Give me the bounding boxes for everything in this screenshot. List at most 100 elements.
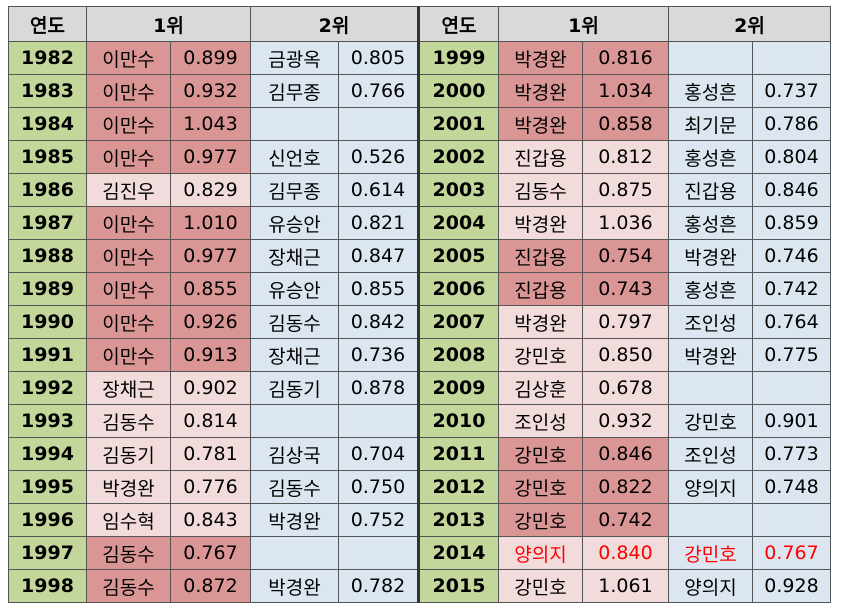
first-ops: 0.843 <box>170 503 251 537</box>
first-ops: 0.977 <box>170 239 251 273</box>
first-name: 이만수 <box>86 41 171 75</box>
first-name: 이만수 <box>86 74 171 108</box>
first-name: 조인성 <box>498 404 583 438</box>
second-ops: 0.742 <box>752 272 831 306</box>
year-cell: 1989 <box>8 272 87 306</box>
first-name: 이만수 <box>86 107 171 141</box>
second-ops <box>338 107 419 141</box>
year-cell: 1999 <box>417 41 499 75</box>
second-ops: 0.775 <box>752 338 831 372</box>
second-name: 김동기 <box>250 371 339 405</box>
second-ops: 0.842 <box>338 305 419 339</box>
header-cell: 연도 <box>417 6 499 42</box>
year-cell: 2004 <box>417 206 499 240</box>
second-name: 박경완 <box>668 338 753 372</box>
data-row: 1983 이만수 0.932 김무종 0.766 2000 박경완 1.034 홍성흔 0.737 <box>8 74 831 108</box>
first-ops: 0.754 <box>582 239 669 273</box>
second-ops: 0.878 <box>338 371 419 405</box>
second-name: 홍성흔 <box>668 272 753 306</box>
year-cell: 2014 <box>417 536 499 570</box>
first-name: 진갑용 <box>498 140 583 174</box>
header-cell: 2위 <box>668 6 831 42</box>
second-ops: 0.526 <box>338 140 419 174</box>
first-ops: 1.010 <box>170 206 251 240</box>
second-name: 신언호 <box>250 140 339 174</box>
first-name: 김진우 <box>86 173 171 207</box>
first-ops: 0.913 <box>170 338 251 372</box>
second-name: 장채근 <box>250 338 339 372</box>
header-cell: 1위 <box>86 6 251 42</box>
first-name: 강민호 <box>498 503 583 537</box>
second-name: 유승안 <box>250 206 339 240</box>
first-ops: 0.781 <box>170 437 251 471</box>
first-name: 강민호 <box>498 569 583 603</box>
first-name: 김상훈 <box>498 371 583 405</box>
year-cell: 1995 <box>8 470 87 504</box>
second-ops: 0.847 <box>338 239 419 273</box>
second-name: 조인성 <box>668 437 753 471</box>
second-ops <box>338 536 419 570</box>
second-ops: 0.764 <box>752 305 831 339</box>
first-name: 강민호 <box>498 437 583 471</box>
first-ops: 1.061 <box>582 569 669 603</box>
first-name: 이만수 <box>86 239 171 273</box>
second-name <box>250 404 339 438</box>
first-name: 진갑용 <box>498 239 583 273</box>
second-name <box>250 536 339 570</box>
header-cell: 2위 <box>250 6 419 42</box>
year-cell: 2000 <box>417 74 499 108</box>
second-name: 김동수 <box>250 470 339 504</box>
year-cell: 1991 <box>8 338 87 372</box>
second-ops: 0.736 <box>338 338 419 372</box>
second-name: 양의지 <box>668 470 753 504</box>
data-row: 1995 박경완 0.776 김동수 0.750 2012 강민호 0.822 양의지 0.748 <box>8 470 831 504</box>
second-ops <box>752 503 831 537</box>
second-ops: 0.614 <box>338 173 419 207</box>
year-cell: 1983 <box>8 74 87 108</box>
second-ops: 0.773 <box>752 437 831 471</box>
year-cell: 1997 <box>8 536 87 570</box>
first-name: 장채근 <box>86 371 171 405</box>
second-name: 조인성 <box>668 305 753 339</box>
data-row: 1990 이만수 0.926 김동수 0.842 2007 박경완 0.797 조인성 0.764 <box>8 305 831 339</box>
data-row: 1992 장채근 0.902 김동기 0.878 2009 김상훈 0.678 <box>8 371 831 405</box>
header-cell: 연도 <box>8 6 87 42</box>
second-name: 최기문 <box>668 107 753 141</box>
second-name <box>668 41 753 75</box>
second-name: 박경완 <box>668 239 753 273</box>
second-name <box>250 107 339 141</box>
first-ops: 0.977 <box>170 140 251 174</box>
first-name: 이만수 <box>86 140 171 174</box>
second-ops: 0.821 <box>338 206 419 240</box>
year-cell: 2009 <box>417 371 499 405</box>
second-name: 김동수 <box>250 305 339 339</box>
second-ops: 0.752 <box>338 503 419 537</box>
header-row: 연도 1위 2위 연도 1위 2위 <box>8 6 831 42</box>
second-name: 홍성흔 <box>668 206 753 240</box>
first-ops: 0.678 <box>582 371 669 405</box>
second-ops: 0.748 <box>752 470 831 504</box>
first-name: 김동수 <box>86 536 171 570</box>
year-cell: 1986 <box>8 173 87 207</box>
first-ops: 0.858 <box>582 107 669 141</box>
first-ops: 0.776 <box>170 470 251 504</box>
first-name: 김동수 <box>498 173 583 207</box>
first-name: 강민호 <box>498 470 583 504</box>
year-cell: 1985 <box>8 140 87 174</box>
data-row: 1993 김동수 0.814 2010 조인성 0.932 강민호 0.901 <box>8 404 831 438</box>
first-ops: 0.797 <box>582 305 669 339</box>
second-name: 유승안 <box>250 272 339 306</box>
year-cell: 2008 <box>417 338 499 372</box>
data-row: 1986 김진우 0.829 김무종 0.614 2003 김동수 0.875 진갑용 0.846 <box>8 173 831 207</box>
data-row: 1982 이만수 0.899 금광옥 0.805 1999 박경완 0.816 <box>8 41 831 75</box>
first-ops: 0.855 <box>170 272 251 306</box>
second-ops: 0.750 <box>338 470 419 504</box>
year-cell: 2003 <box>417 173 499 207</box>
first-ops: 0.926 <box>170 305 251 339</box>
stats-table: 연도 1위 2위 연도 1위 2위 1982 이만수 0.899 금광옥 0.805 1999 박경완 0… <box>8 6 831 603</box>
second-ops: 0.804 <box>752 140 831 174</box>
year-cell: 2015 <box>417 569 499 603</box>
data-row: 1985 이만수 0.977 신언호 0.526 2002 진갑용 0.812 홍성흔 0.804 <box>8 140 831 174</box>
second-ops: 0.859 <box>752 206 831 240</box>
year-cell: 1990 <box>8 305 87 339</box>
